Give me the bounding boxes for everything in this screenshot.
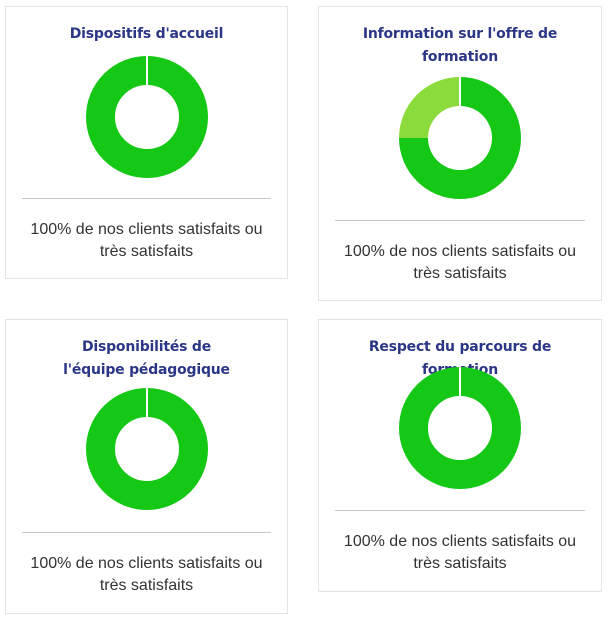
divider [335,220,585,221]
satisfaction-caption: 100% de nos clients satisfaits ou très s… [30,555,263,594]
divider [22,198,271,199]
donut-chart [86,387,208,510]
chart-title: Disponibilités de l'équipe pédagogique [63,339,230,378]
chart-card-parcours: Respect du parcours de formation 100% de… [318,319,602,592]
chart-card-accueil: Dispositifs d'accueil 100% de nos client… [5,6,288,279]
chart-title: Dispositifs d'accueil [69,26,224,42]
chart-title: Information sur l'offre de formation [362,26,558,65]
divider [335,510,585,511]
chart-card-disponibilites: Disponibilités de l'équipe pédagogique 1… [5,319,288,614]
donut-chart [86,55,208,178]
chart-card-information: Information sur l'offre de formation 100… [318,6,602,301]
satisfaction-caption: 100% de nos clients satisfaits ou très s… [343,533,577,572]
satisfaction-caption: 100% de nos clients satisfaits ou très s… [343,243,577,282]
donut-slice-0 [399,77,521,199]
donut-chart [399,366,521,489]
donut-chart [399,76,521,199]
divider [22,532,271,533]
donut-slice-1 [399,77,460,138]
satisfaction-caption: 100% de nos clients satisfaits ou très s… [30,221,263,260]
